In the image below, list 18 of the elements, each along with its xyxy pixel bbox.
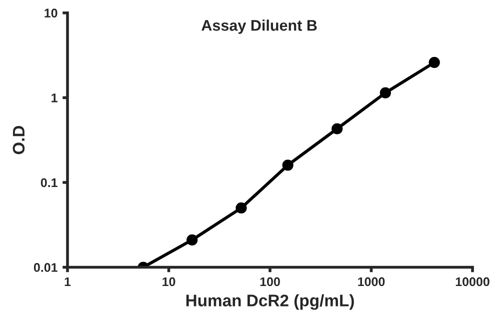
y-tick-label: 0.01 (34, 263, 58, 272)
point (282, 160, 294, 171)
x-tick-label: 1 (64, 277, 71, 286)
y-tick-label: 0.1 (40, 178, 58, 188)
point (380, 87, 391, 98)
point (236, 202, 247, 214)
x-tick-label: 10 (162, 277, 176, 286)
x-tick-label: 1000 (358, 277, 385, 286)
y-axis-title: O.D (12, 126, 25, 154)
point (332, 123, 343, 134)
x-tick-label: 10000 (456, 277, 490, 286)
chart-title: Assay Diluent B (202, 20, 317, 34)
x-axis-title: Human DcR2 (pg/mL) (186, 294, 354, 310)
y-tick-label: 1 (52, 94, 58, 102)
x-tick-label: 100 (260, 277, 280, 286)
point (186, 234, 198, 246)
point (428, 56, 440, 68)
y-tick-label: 10 (44, 8, 58, 18)
